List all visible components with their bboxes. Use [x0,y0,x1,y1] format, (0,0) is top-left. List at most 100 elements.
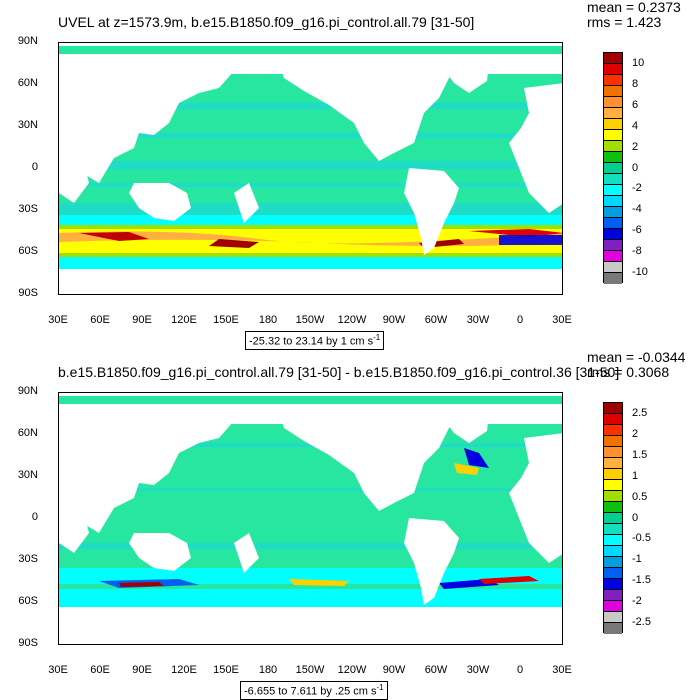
colorbar-label: 10 [632,57,645,69]
colorbar-label: -1 [632,553,642,566]
contour-range-label: -25.32 to 23.14 by 1 cm s-1 [245,331,385,350]
colorbar-label: 4 [632,119,639,132]
lat-label-30s: 30S [18,203,38,215]
colorbar-swatch [604,185,622,196]
colorbar-swatch [604,436,622,447]
colorbar-label: 2 [632,427,639,440]
lon-label: 30E [552,664,572,676]
colorbar-swatch [604,152,622,163]
colorbar-swatch [604,141,622,152]
colorbar-swatch [604,251,622,262]
colorbar-swatch [604,480,622,491]
lon-label: 0 [516,664,524,676]
rms-label: rms = 0.3068 [587,364,670,380]
lon-label: 30W [466,314,490,326]
colorbar-label: -2 [632,595,642,608]
lon-label: 90E [132,664,152,676]
colorbar-swatch [604,119,622,130]
colorbar-label: -2.5 [632,616,651,628]
lat-label-30n: 30N [17,469,38,481]
colorbar-label: -10 [632,266,648,278]
lon-label: 60E [90,314,110,326]
colorbar-swatch [604,612,622,623]
lat-label-60n: 60N [17,427,38,439]
lon-label: 120W [337,664,367,676]
colorbar-swatch [604,196,622,207]
lat-label-0: 0 [31,161,38,173]
mean-label: mean = 0.2373 [587,0,681,15]
lat-label-30s: 30S [18,553,38,565]
colorbar-label: 0.5 [632,490,648,503]
colorbar-swatch [604,425,622,436]
colorbar-swatch [604,469,622,480]
colorbar-swatch [604,623,622,634]
lon-label: 180 [258,314,278,326]
lat-label-30n: 30N [17,119,38,131]
map-title: UVEL at z=1573.9m, b.e15.B1850.f09_g16.p… [58,14,475,30]
contour-range-label: -6.655 to 7.611 by .25 cm s-1 [240,681,388,700]
colorbar-label: -1.5 [632,574,651,587]
lon-label: 120E [171,314,197,326]
colorbar-label: 1.5 [632,448,648,461]
lon-label: 150E [213,664,239,676]
lon-label: 90E [132,314,152,326]
colorbar-swatch [604,163,622,174]
lon-label: 30W [466,664,490,676]
map-plot [58,392,563,645]
colorbar-swatch [604,447,622,458]
lon-label: 30E [552,314,572,326]
colorbar-swatch [604,273,622,284]
map-title: b.e15.B1850.f09_g16.pi_control.all.79 [3… [58,364,620,380]
colorbar-swatch [604,579,622,590]
colorbar-swatch [604,97,622,108]
colorbar-label: 6 [632,98,639,111]
lon-label: 30E [48,664,68,676]
lon-label: 60E [90,664,110,676]
colorbar-swatch [604,174,622,185]
colorbar-swatch [604,557,622,568]
lon-label: 0 [516,314,524,326]
lon-label: 180 [258,664,278,676]
colorbar-label: 2.5 [632,407,648,419]
colorbar [603,52,623,284]
lon-label: 150E [213,314,239,326]
colorbar-label: -4 [632,203,642,216]
bottom-map-panel: b.e15.B1850.f09_g16.pi_control.all.79 [3… [0,350,700,700]
mean-label: mean = -0.0344 [587,349,686,365]
lon-label: 150W [295,314,325,326]
colorbar-swatch [604,414,622,425]
colorbar-swatch [604,502,622,513]
lon-label: 30E [48,314,68,326]
lon-label: 90W [382,664,406,676]
map-field [59,393,562,644]
colorbar [603,402,623,634]
colorbar-swatch [604,590,622,601]
colorbar-swatch [604,75,622,86]
lon-label: 60W [424,664,448,676]
colorbar-label: -6 [632,224,642,237]
lat-label-90s: 90S [18,637,38,649]
map-plot [58,42,563,295]
lat-label-60s: 60S [18,245,38,257]
colorbar-label: 1 [632,469,639,482]
colorbar-label: -8 [632,245,642,258]
map-field [59,43,562,294]
colorbar-label: -0.5 [632,532,651,545]
lat-label-60n: 60N [17,77,38,89]
colorbar-swatch [604,513,622,524]
lon-label: 120E [171,664,197,676]
colorbar-swatch [604,130,622,141]
colorbar-swatch [604,458,622,469]
colorbar-label: 0 [632,161,639,174]
colorbar-swatch [604,601,622,612]
colorbar-swatch [604,491,622,502]
colorbar-swatch [604,524,622,535]
lat-label-90n: 90N [17,385,38,397]
lat-label-0: 0 [31,511,38,523]
colorbar-swatch [604,403,622,414]
top-map-panel: UVEL at z=1573.9m, b.e15.B1850.f09_g16.p… [17,0,681,350]
colorbar-swatch [604,86,622,97]
colorbar-swatch [604,64,622,75]
colorbar-swatch [604,546,622,557]
colorbar-label: -2 [632,182,642,195]
